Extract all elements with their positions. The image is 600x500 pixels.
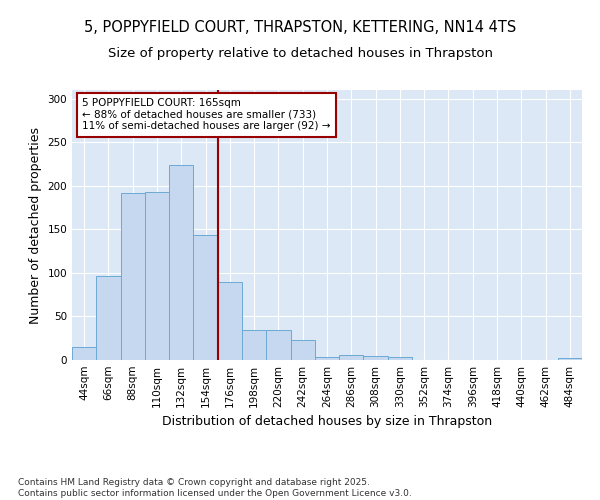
Bar	[218, 282, 242, 360]
Bar	[169, 165, 193, 360]
Bar	[145, 192, 169, 360]
Bar	[242, 330, 266, 360]
Bar	[72, 347, 96, 360]
Text: Size of property relative to detached houses in Thrapston: Size of property relative to detached ho…	[107, 48, 493, 60]
Text: 5 POPPYFIELD COURT: 165sqm
← 88% of detached houses are smaller (733)
11% of sem: 5 POPPYFIELD COURT: 165sqm ← 88% of deta…	[82, 98, 331, 132]
Bar	[266, 330, 290, 360]
Bar	[315, 356, 339, 360]
Y-axis label: Number of detached properties: Number of detached properties	[29, 126, 42, 324]
Text: 5, POPPYFIELD COURT, THRAPSTON, KETTERING, NN14 4TS: 5, POPPYFIELD COURT, THRAPSTON, KETTERIN…	[84, 20, 516, 35]
Bar	[96, 276, 121, 360]
Bar	[364, 356, 388, 360]
Text: Contains HM Land Registry data © Crown copyright and database right 2025.
Contai: Contains HM Land Registry data © Crown c…	[18, 478, 412, 498]
Bar	[290, 340, 315, 360]
Bar	[558, 358, 582, 360]
Bar	[339, 355, 364, 360]
Bar	[121, 193, 145, 360]
Bar	[193, 234, 218, 360]
X-axis label: Distribution of detached houses by size in Thrapston: Distribution of detached houses by size …	[162, 416, 492, 428]
Bar	[388, 356, 412, 360]
